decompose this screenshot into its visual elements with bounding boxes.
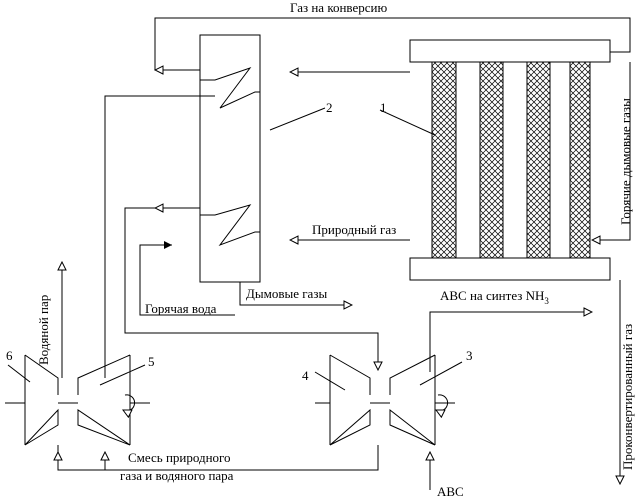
- label: газа и водяного пара: [120, 468, 234, 483]
- label: АВС на синтез NH3: [440, 288, 549, 306]
- label: Водяной пар: [36, 295, 51, 365]
- label-sub: 3: [544, 296, 549, 306]
- shapes: [5, 17, 631, 490]
- label: Дымовые газы: [246, 286, 327, 301]
- label: Горячая вода: [145, 301, 217, 316]
- label: 5: [148, 354, 155, 369]
- label: Природный газ: [312, 222, 396, 237]
- label: 3: [466, 348, 473, 363]
- label: 1: [380, 100, 387, 115]
- label: 6: [6, 348, 13, 363]
- label: Смесь природного: [128, 450, 231, 465]
- label: АВС: [437, 484, 464, 499]
- label: 2: [326, 100, 333, 115]
- label-main: АВС на синтез NH: [440, 288, 544, 303]
- label: Горячие дымовые газы: [618, 98, 633, 225]
- label: Проконвертированный газ: [620, 324, 635, 470]
- label: Газ на конверсию: [290, 0, 387, 15]
- labels: Газ на конверсию Горячие дымовые газы 1 …: [6, 0, 635, 499]
- label: 4: [302, 368, 309, 383]
